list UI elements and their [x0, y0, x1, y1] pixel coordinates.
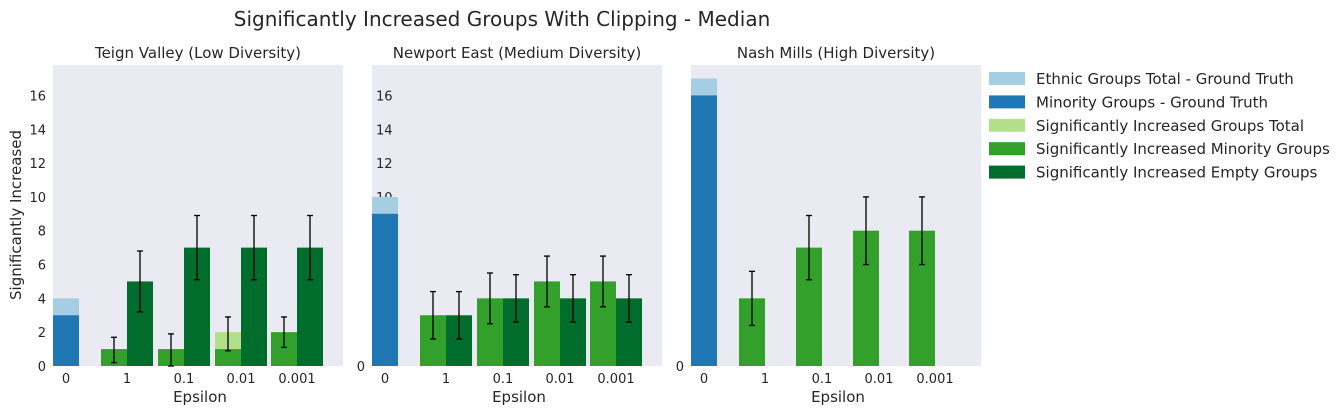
x-tick-label: 0.01 [865, 372, 894, 387]
bar-minority-ground-truth [372, 213, 398, 366]
legend-swatch [989, 142, 1025, 156]
error-bar [919, 196, 925, 266]
legend-item: Significantly Increased Empty Groups [989, 164, 1318, 182]
x-tick-label: 0.001 [916, 372, 953, 387]
x-axis-label: Epsilon [173, 388, 227, 406]
error-bar [456, 290, 462, 340]
y-tick-label: 16 [376, 89, 393, 104]
error-bar [806, 214, 812, 281]
panel-3: Nash Mills (High Diversity)2468101214160… [676, 44, 981, 406]
error-bar [513, 274, 519, 323]
x-tick-label: 1 [761, 372, 769, 387]
legend-item: Significantly Increased Groups Total [989, 117, 1304, 135]
epsilon-group [158, 214, 210, 367]
y-tick-label: 8 [38, 225, 46, 240]
epsilon-group [590, 255, 642, 366]
bar-minority-ground-truth [691, 95, 717, 366]
y-axis-label: Significantly Increased [7, 130, 25, 300]
error-bar [194, 214, 200, 281]
error-bar [281, 316, 287, 349]
y-tick-label: 16 [29, 89, 46, 104]
y-tick-label: 12 [29, 157, 46, 172]
panels: Teign Valley (Low Diversity)024681012141… [29, 44, 981, 406]
epsilon-group [853, 196, 879, 366]
legend-swatch [989, 95, 1025, 109]
error-bar [544, 255, 550, 308]
y-tick-label: 0 [676, 360, 684, 375]
epsilon-group [534, 255, 586, 366]
legend-swatch [989, 72, 1025, 85]
epsilon-group [420, 290, 472, 366]
x-tick-label: 1 [442, 372, 450, 387]
panel-subtitle: Teign Valley (Low Diversity) [94, 44, 301, 62]
y-tick-label: 6 [38, 259, 46, 274]
panel-subtitle: Newport East (Medium Diversity) [393, 44, 642, 62]
x-tick-label: 0 [62, 372, 70, 387]
y-tick-label: 14 [376, 123, 393, 138]
legend-label: Significantly Increased Empty Groups [1036, 164, 1318, 182]
panel-1: Teign Valley (Low Diversity)024681012141… [29, 44, 343, 406]
error-bar [307, 214, 313, 281]
error-bar [111, 336, 117, 364]
x-tick-label: 0.1 [174, 372, 195, 387]
error-bar [251, 214, 257, 281]
y-tick-label: 10 [29, 191, 46, 206]
error-bar [570, 274, 576, 323]
error-bar [487, 272, 493, 325]
x-tick-label: 0.001 [597, 372, 634, 387]
plot-background [691, 65, 981, 366]
legend-item: Ethnic Groups Total - Ground Truth [989, 70, 1294, 88]
y-tick-label: 0 [38, 360, 46, 375]
x-tick-label: 0.001 [278, 372, 315, 387]
bar-sig-increased-minority [215, 349, 241, 366]
error-bar [168, 333, 174, 367]
x-tick-label: 0.1 [812, 372, 833, 387]
legend-item: Significantly Increased Minority Groups [989, 140, 1330, 158]
legend: Ethnic Groups Total - Ground Truth Minori… [989, 70, 1330, 182]
epsilon-group [796, 214, 822, 366]
epsilon-group [909, 196, 935, 366]
legend-label: Significantly Increased Groups Total [1036, 117, 1304, 135]
chart-title: Significantly Increased Groups With Clip… [234, 7, 771, 31]
legend-swatch [989, 165, 1025, 179]
x-tick-label: 0.01 [227, 372, 256, 387]
x-tick-label: 0.01 [546, 372, 575, 387]
bar-minority-ground-truth [53, 315, 79, 366]
error-bar [863, 196, 869, 266]
error-bar [430, 290, 436, 340]
y-tick-label: 12 [376, 157, 393, 172]
y-tick-label: 0 [357, 360, 365, 375]
epsilon-group [477, 272, 529, 366]
x-axis-label: Epsilon [492, 388, 546, 406]
x-axis-label: Epsilon [811, 388, 865, 406]
legend-swatch [989, 118, 1025, 132]
epsilon-group [739, 270, 765, 366]
y-tick-label: 2 [38, 326, 46, 341]
legend-label: Significantly Increased Minority Groups [1036, 140, 1330, 158]
panel-subtitle: Nash Mills (High Diversity) [737, 44, 935, 62]
epsilon-group [101, 250, 153, 366]
x-tick-label: 0.1 [493, 372, 514, 387]
legend-label: Ethnic Groups Total - Ground Truth [1036, 70, 1294, 88]
error-bar [749, 270, 755, 327]
y-tick-label: 4 [38, 292, 46, 307]
x-tick-label: 0 [700, 372, 708, 387]
error-bar [600, 255, 606, 308]
error-bar [137, 250, 143, 313]
error-bar [225, 316, 231, 352]
epsilon-group [271, 214, 323, 366]
legend-item: Minority Groups - Ground Truth [989, 93, 1268, 111]
y-tick-label: 14 [29, 123, 46, 138]
x-tick-label: 0 [381, 372, 389, 387]
legend-label: Minority Groups - Ground Truth [1036, 93, 1268, 111]
error-bar [626, 274, 632, 323]
x-tick-label: 1 [123, 372, 131, 387]
epsilon-group [215, 214, 267, 366]
panel-2: Newport East (Medium Diversity)246810121… [357, 44, 662, 406]
